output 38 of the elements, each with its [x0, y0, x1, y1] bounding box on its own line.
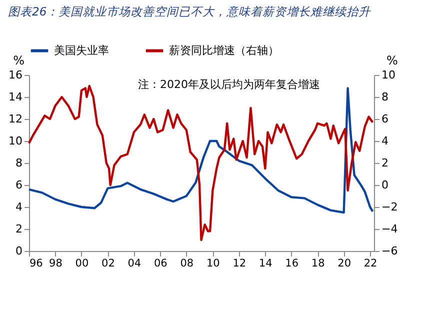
y2-tick-label: 6: [382, 112, 388, 126]
y-tick-label: 2: [16, 222, 22, 236]
y2-tick-label: 4: [382, 134, 388, 148]
x-tick-label: 20: [338, 258, 352, 270]
x-tick-label: 18: [311, 258, 325, 270]
y2-tick-label: −6: [382, 244, 398, 258]
y-axis-title: %: [13, 54, 24, 68]
x-tick-label: 96: [30, 258, 44, 270]
x-tick-label: 00: [75, 258, 89, 270]
x-tick-label: 16: [285, 258, 299, 270]
x-tick-label: 10: [206, 258, 220, 270]
y2-tick-label: 0: [382, 178, 388, 192]
y2-tick-label: −4: [382, 222, 398, 236]
y2-tick-label: 2: [382, 156, 388, 170]
y2-tick-label: 8: [382, 90, 388, 104]
y-tick-label: 0: [16, 244, 22, 258]
y2-axis-title: %: [386, 54, 398, 68]
chart-title: 图表26：美国就业市场改善空间已不大，意味着薪资增长难继续抬升: [8, 4, 372, 18]
y-tick-label: 16: [8, 68, 22, 82]
x-tick-label: 98: [49, 258, 62, 270]
y-tick-label: 4: [16, 200, 22, 214]
annotation: 注：2020年及以后均为两年复合增速: [138, 78, 320, 91]
y-tick-label: 10: [8, 134, 22, 148]
x-tick-label: 04: [128, 258, 142, 270]
x-tick-label: 08: [180, 258, 194, 270]
y-tick-label: 8: [16, 156, 22, 170]
legend-label: 美国失业率: [54, 44, 109, 57]
legend-label: 薪资同比增速（右轴）: [169, 44, 279, 57]
y-tick-label: 12: [8, 112, 22, 126]
x-tick-label: 06: [154, 258, 168, 270]
y2-tick-label: 10: [382, 68, 396, 82]
x-tick-label: 22: [364, 258, 378, 270]
x-tick-label: 12: [232, 258, 246, 270]
y-tick-label: 14: [8, 90, 22, 104]
x-tick-label: 14: [258, 258, 273, 270]
y2-tick-label: −2: [382, 200, 398, 214]
y-tick-label: 6: [16, 178, 22, 192]
x-tick-label: 02: [102, 258, 115, 270]
